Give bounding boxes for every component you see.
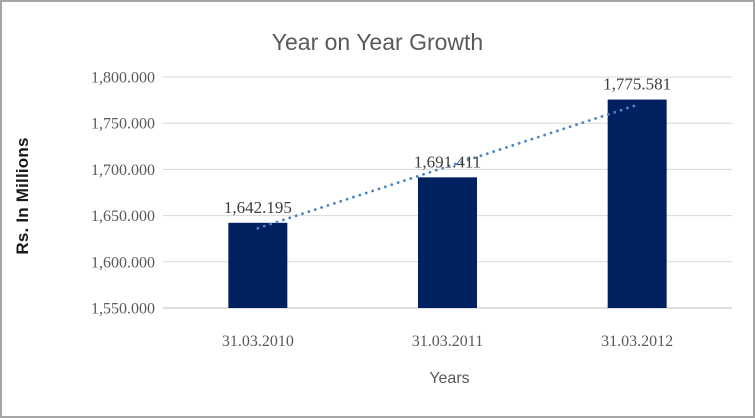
y-tick-label: 1,700.000 bbox=[91, 162, 155, 179]
y-tick-label: 1,800.000 bbox=[91, 70, 155, 87]
x-tick-label: 31.03.2011 bbox=[412, 333, 483, 350]
bar-data-label: 1,642.195 bbox=[224, 198, 292, 217]
y-tick-label: 1,600.000 bbox=[91, 254, 155, 271]
bar-31.03.2010 bbox=[228, 222, 288, 308]
x-axis-title: Years bbox=[429, 370, 470, 387]
chart-title: Year on Year Growth bbox=[271, 29, 484, 55]
x-tick-label: 31.03.2010 bbox=[222, 333, 294, 350]
bar-data-label: 1,691.411 bbox=[414, 152, 481, 171]
bar-31.03.2012 bbox=[607, 99, 667, 308]
bar-31.03.2011 bbox=[418, 177, 477, 308]
bar-data-label: 1,775.581 bbox=[603, 75, 671, 94]
y-tick-label: 1,550.000 bbox=[91, 301, 155, 318]
trendline-dotted bbox=[256, 103, 639, 230]
x-tick-label: 31.03.2012 bbox=[601, 333, 673, 350]
y-tick-label: 1,650.000 bbox=[91, 208, 155, 225]
y-tick-label: 1,750.000 bbox=[91, 116, 155, 133]
